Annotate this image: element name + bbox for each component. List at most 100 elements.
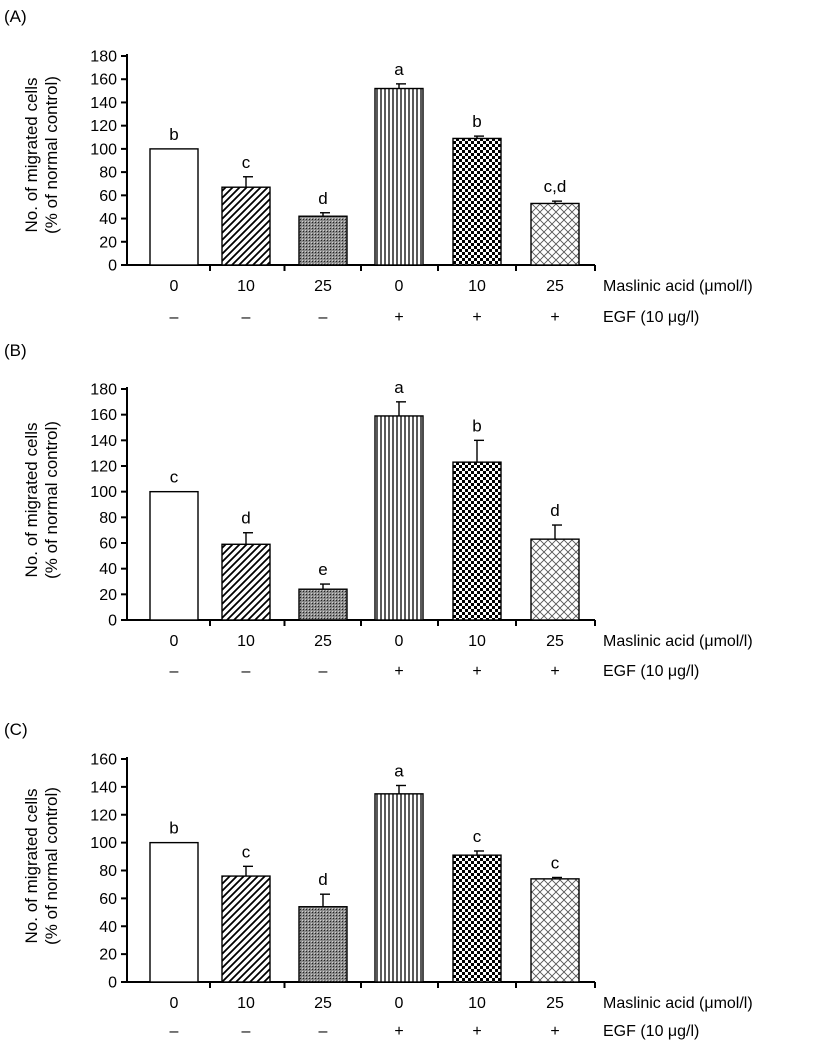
significance-label: b bbox=[472, 112, 481, 131]
significance-label: c bbox=[242, 842, 251, 861]
panel-a: (A) No. of migrated cells(% of normal con… bbox=[4, 7, 753, 326]
category-label: 0 bbox=[170, 633, 179, 650]
bar bbox=[221, 875, 271, 983]
significance-label: d bbox=[318, 189, 327, 208]
row-label-egf: EGF (10 μg/l) bbox=[603, 1023, 699, 1040]
egf-label: + bbox=[394, 663, 403, 680]
category-label: 25 bbox=[314, 278, 332, 295]
bar bbox=[374, 87, 424, 266]
row-label-maslinic: Maslinic acid (μmol/l) bbox=[603, 278, 753, 295]
significance-label: a bbox=[394, 60, 404, 79]
significance-label: c bbox=[170, 468, 179, 487]
category-label: 10 bbox=[237, 278, 255, 295]
y-tick-label: 0 bbox=[108, 258, 117, 275]
egf-label: – bbox=[170, 309, 179, 326]
significance-label: d bbox=[550, 501, 559, 520]
category-label: 10 bbox=[468, 995, 486, 1012]
y-tick-label: 40 bbox=[99, 211, 117, 228]
category-label: 0 bbox=[170, 278, 179, 295]
y-tick-label: 80 bbox=[99, 165, 117, 182]
y-tick-label: 60 bbox=[99, 536, 117, 553]
y-tick-label: 160 bbox=[90, 407, 117, 424]
bar bbox=[530, 538, 580, 621]
egf-label: – bbox=[319, 309, 328, 326]
category-label: 0 bbox=[170, 995, 179, 1012]
egf-label: – bbox=[242, 663, 251, 680]
panel-c: (C) No. of migrated cells(% of normal con… bbox=[4, 720, 753, 1040]
y-tick-label: 120 bbox=[90, 118, 117, 135]
egf-label: – bbox=[170, 1023, 179, 1040]
bar bbox=[298, 906, 348, 983]
egf-label: + bbox=[472, 1023, 481, 1040]
y-axis-label-line: (% of normal control) bbox=[42, 76, 61, 234]
y-axis-label-line: (% of normal control) bbox=[42, 421, 61, 579]
category-label: 25 bbox=[546, 278, 564, 295]
egf-label: – bbox=[319, 1023, 328, 1040]
egf-label: – bbox=[242, 1023, 251, 1040]
y-tick-label: 100 bbox=[90, 484, 117, 501]
y-axis-label-line: No. of migrated cells bbox=[22, 789, 41, 944]
panel-b: (B) No. of migrated cells(% of normal con… bbox=[4, 341, 753, 680]
y-tick-label: 140 bbox=[90, 433, 117, 450]
bar bbox=[530, 878, 580, 983]
y-axis-label-line: No. of migrated cells bbox=[22, 78, 41, 233]
y-tick-label: 100 bbox=[90, 141, 117, 158]
category-label: 25 bbox=[546, 633, 564, 650]
y-axis-label-line: No. of migrated cells bbox=[22, 423, 41, 578]
y-axis-label-line: (% of normal control) bbox=[42, 787, 61, 945]
bar bbox=[452, 461, 502, 621]
y-tick-label: 20 bbox=[99, 587, 117, 604]
category-label: 10 bbox=[237, 633, 255, 650]
bar bbox=[374, 415, 424, 621]
category-label: 0 bbox=[395, 278, 404, 295]
significance-label: c bbox=[551, 853, 560, 872]
y-tick-label: 60 bbox=[99, 891, 117, 908]
egf-label: + bbox=[394, 309, 403, 326]
y-tick-label: 80 bbox=[99, 510, 117, 527]
bar bbox=[298, 215, 348, 266]
significance-label: d bbox=[318, 870, 327, 889]
y-tick-label: 20 bbox=[99, 234, 117, 251]
panel-label: (A) bbox=[4, 7, 27, 26]
bar bbox=[530, 202, 580, 266]
egf-label: + bbox=[550, 1023, 559, 1040]
category-label: 0 bbox=[395, 995, 404, 1012]
egf-label: + bbox=[472, 663, 481, 680]
bar bbox=[298, 588, 348, 621]
row-label-egf: EGF (10 μg/l) bbox=[603, 309, 699, 326]
y-tick-label: 160 bbox=[90, 752, 117, 769]
bar bbox=[374, 793, 424, 983]
y-tick-label: 40 bbox=[99, 561, 117, 578]
panel-label: (B) bbox=[4, 341, 27, 360]
bar bbox=[221, 186, 271, 266]
significance-label: c bbox=[473, 827, 482, 846]
significance-label: b bbox=[472, 416, 481, 435]
row-label-maslinic: Maslinic acid (μmol/l) bbox=[603, 995, 753, 1012]
row-label-egf: EGF (10 μg/l) bbox=[603, 663, 699, 680]
row-label-maslinic: Maslinic acid (μmol/l) bbox=[603, 633, 753, 650]
category-label: 10 bbox=[468, 633, 486, 650]
panel-label: (C) bbox=[4, 720, 28, 739]
significance-label: b bbox=[169, 125, 178, 144]
category-label: 25 bbox=[314, 633, 332, 650]
y-axis-label: No. of migrated cells(% of normal contro… bbox=[22, 76, 61, 234]
y-tick-label: 140 bbox=[90, 779, 117, 796]
significance-label: d bbox=[241, 509, 250, 528]
egf-label: – bbox=[242, 309, 251, 326]
bar bbox=[149, 490, 199, 621]
y-tick-label: 160 bbox=[90, 72, 117, 89]
y-tick-label: 20 bbox=[99, 947, 117, 964]
egf-label: + bbox=[472, 309, 481, 326]
category-label: 25 bbox=[314, 995, 332, 1012]
significance-label: e bbox=[318, 560, 327, 579]
significance-label: a bbox=[394, 378, 404, 397]
significance-label: a bbox=[394, 761, 404, 780]
y-axis-label: No. of migrated cells(% of normal contro… bbox=[22, 421, 61, 579]
y-tick-label: 80 bbox=[99, 863, 117, 880]
category-label: 10 bbox=[237, 995, 255, 1012]
y-tick-label: 180 bbox=[90, 382, 117, 399]
category-label: 25 bbox=[546, 995, 564, 1012]
y-tick-label: 120 bbox=[90, 807, 117, 824]
y-tick-label: 60 bbox=[99, 188, 117, 205]
